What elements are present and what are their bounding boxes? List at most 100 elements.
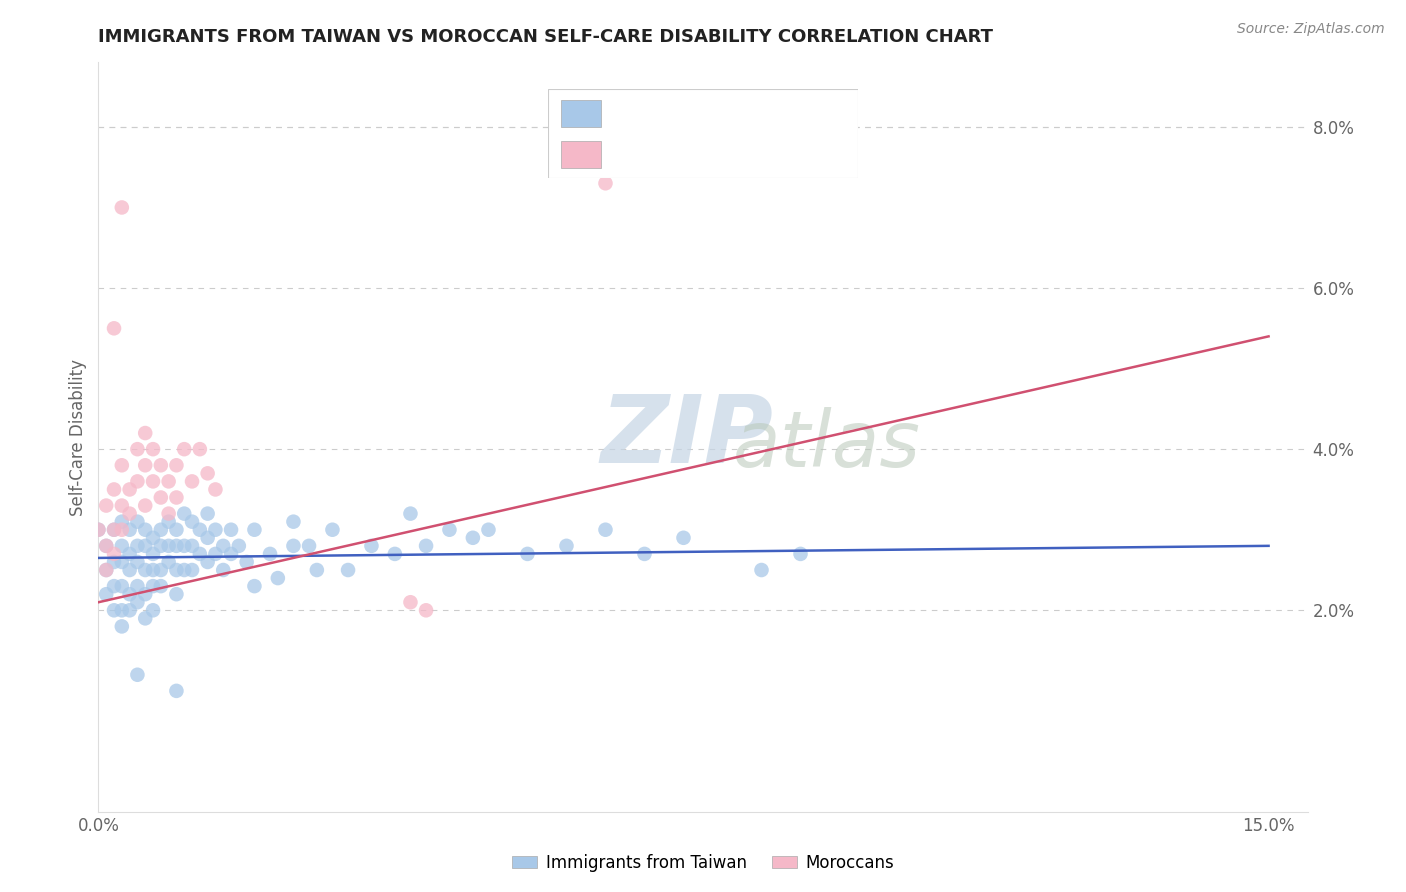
Point — [173, 507, 195, 521]
Point — [157, 555, 180, 569]
Point — [173, 442, 195, 457]
Point — [181, 539, 204, 553]
Point — [103, 547, 125, 561]
Point — [127, 475, 149, 489]
Point — [188, 547, 211, 561]
Point — [243, 579, 266, 593]
Point — [118, 547, 141, 561]
Point — [127, 515, 149, 529]
Point — [142, 531, 165, 545]
Point — [111, 555, 134, 569]
Point — [118, 507, 141, 521]
Point — [142, 603, 165, 617]
Point — [165, 523, 187, 537]
Point — [165, 684, 187, 698]
Point — [87, 523, 110, 537]
Point — [337, 563, 360, 577]
Point — [219, 523, 242, 537]
Point — [243, 523, 266, 537]
Point — [103, 523, 125, 537]
Point — [103, 321, 125, 335]
Point — [204, 483, 226, 497]
Legend: Immigrants from Taiwan, Moroccans: Immigrants from Taiwan, Moroccans — [506, 847, 900, 879]
Point — [181, 475, 204, 489]
Y-axis label: Self-Care Disability: Self-Care Disability — [69, 359, 87, 516]
Point — [142, 563, 165, 577]
Point — [197, 531, 219, 545]
Point — [157, 507, 180, 521]
Text: R =: R = — [616, 145, 654, 163]
Point — [149, 539, 172, 553]
Point — [134, 523, 156, 537]
Point — [181, 515, 204, 529]
Point — [633, 547, 655, 561]
Point — [516, 547, 538, 561]
Point — [461, 531, 484, 545]
Point — [118, 603, 141, 617]
Point — [197, 555, 219, 569]
Point — [111, 515, 134, 529]
Text: 35: 35 — [770, 145, 796, 163]
Point — [384, 547, 406, 561]
Point — [134, 587, 156, 601]
Point — [181, 563, 204, 577]
Point — [188, 442, 211, 457]
Point — [399, 595, 422, 609]
Point — [149, 458, 172, 473]
Text: atlas: atlas — [734, 407, 921, 483]
Point — [259, 547, 281, 561]
Point — [212, 563, 235, 577]
Point — [111, 523, 134, 537]
Point — [142, 442, 165, 457]
Bar — [561, 100, 600, 127]
Point — [399, 507, 422, 521]
Text: 88: 88 — [770, 104, 796, 122]
Point — [142, 547, 165, 561]
Bar — [561, 141, 600, 168]
Point — [134, 425, 156, 440]
Point — [197, 507, 219, 521]
Point — [477, 523, 499, 537]
Point — [204, 547, 226, 561]
Point — [134, 499, 156, 513]
Point — [111, 458, 134, 473]
Point — [415, 539, 437, 553]
Point — [595, 176, 617, 190]
Point — [283, 515, 305, 529]
Point — [149, 491, 172, 505]
Text: N =: N = — [724, 145, 763, 163]
Point — [96, 587, 118, 601]
Point — [103, 603, 125, 617]
Point — [173, 563, 195, 577]
Point — [555, 539, 578, 553]
Point — [298, 539, 321, 553]
Point — [235, 555, 257, 569]
Point — [149, 563, 172, 577]
Point — [111, 201, 134, 215]
FancyBboxPatch shape — [548, 89, 858, 178]
Point — [267, 571, 290, 585]
Point — [149, 523, 172, 537]
Point — [165, 491, 187, 505]
Point — [165, 563, 187, 577]
Point — [127, 667, 149, 681]
Point — [111, 603, 134, 617]
Point — [111, 619, 134, 633]
Point — [142, 579, 165, 593]
Text: ZIP: ZIP — [600, 391, 773, 483]
Point — [96, 539, 118, 553]
Point — [111, 539, 134, 553]
Point — [157, 539, 180, 553]
Text: 0.392: 0.392 — [662, 145, 717, 163]
Point — [157, 475, 180, 489]
Point — [789, 547, 811, 561]
Text: Source: ZipAtlas.com: Source: ZipAtlas.com — [1237, 22, 1385, 37]
Point — [165, 458, 187, 473]
Point — [118, 483, 141, 497]
Point — [360, 539, 382, 553]
Point — [96, 499, 118, 513]
Point — [305, 563, 328, 577]
Point — [127, 442, 149, 457]
Point — [134, 539, 156, 553]
Point — [127, 555, 149, 569]
